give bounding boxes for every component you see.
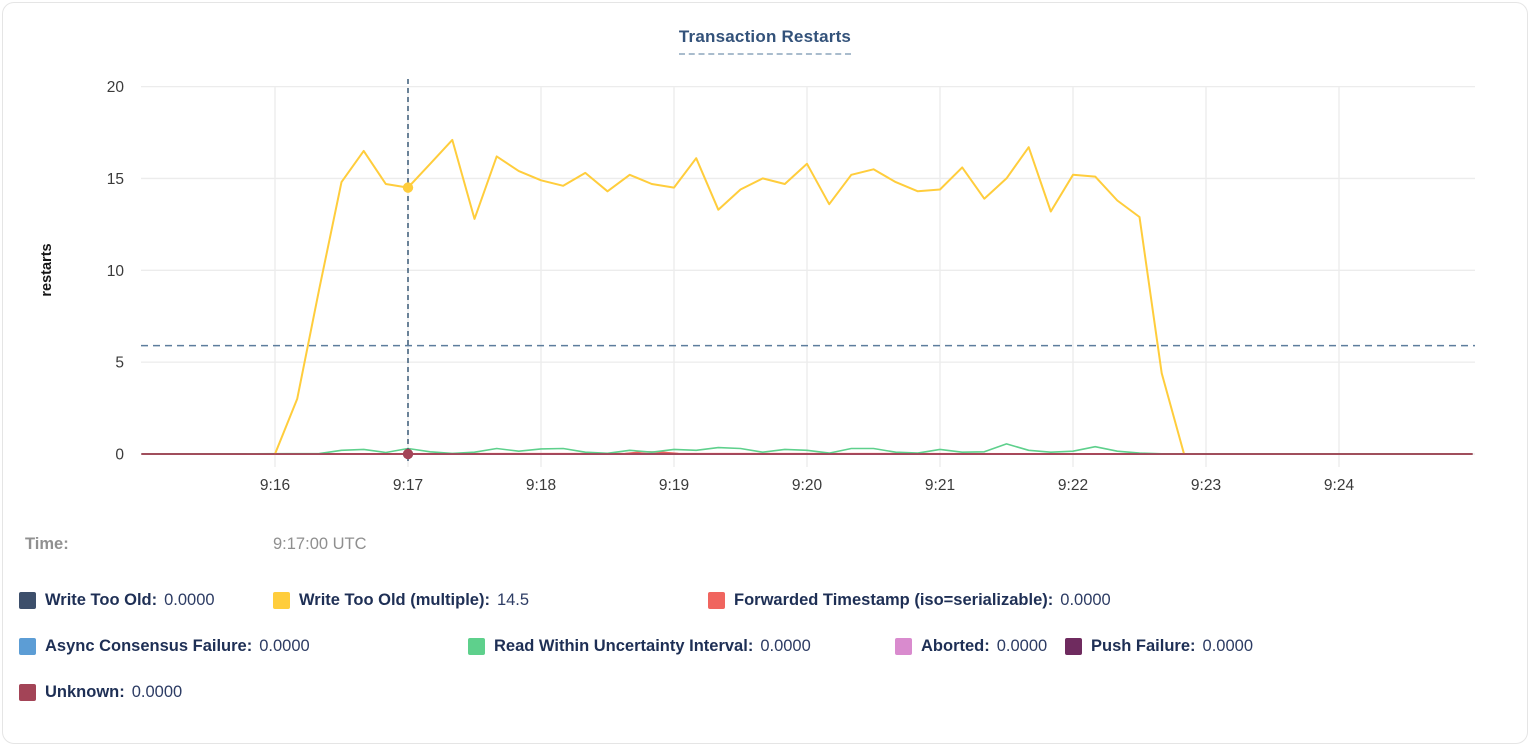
legend-label: Forwarded Timestamp (iso=serializable): [734, 591, 1054, 609]
y-tick-label: 20 [107, 79, 125, 96]
legend-item-read-within-uncertainty: Read Within Uncertainty Interval: 0.0000 [468, 637, 895, 656]
legend-item-write-too-old: Write Too Old: 0.0000 [19, 591, 273, 610]
y-tick-label: 15 [107, 171, 124, 188]
legend-item-write-too-old-multiple: Write Too Old (multiple): 14.5 [273, 591, 708, 610]
transaction-restarts-chart[interactable]: 0 5 10 15 20 9:16 9:17 9:18 9:19 9:20 9:21 9:22 9:23… [3, 3, 1528, 503]
legend-item-async-consensus-failure: Async Consensus Failure: 0.0000 [19, 637, 468, 656]
legend-swatch-async-consensus-failure [19, 638, 36, 655]
series-line-read-within-uncertainty-interval [141, 443, 1473, 455]
x-tick-label: 9:23 [1191, 477, 1221, 494]
legend-value: 14.5 [496, 591, 530, 609]
legend-value: 0.0000 [760, 637, 811, 655]
x-tick-label: 9:22 [1058, 477, 1088, 494]
legend-swatch-unknown [19, 684, 36, 701]
legend-row-1: Write Too Old: 0.0000 Write Too Old (mul… [3, 591, 1527, 610]
legend-swatch-forwarded-timestamp [708, 592, 725, 609]
legend-swatch-write-too-old-multiple [273, 592, 290, 609]
legend-value: 0.0000 [1202, 637, 1253, 655]
legend-swatch-push-failure [1065, 638, 1082, 655]
x-tick-label: 9:16 [260, 477, 290, 494]
x-tick-label: 9:17 [393, 477, 423, 494]
legend-swatch-aborted [895, 638, 912, 655]
legend-value: 0.0000 [164, 591, 215, 609]
crosshair-dot-unknown [402, 448, 414, 460]
legend-label: Unknown: [45, 683, 125, 701]
y-tick-label: 0 [115, 447, 124, 464]
time-label: Time: [25, 535, 69, 553]
crosshair-dot-write-too-old-multiple [402, 182, 414, 193]
y-axis-label: restarts [39, 243, 55, 296]
legend-swatch-write-too-old [19, 592, 36, 609]
series-line-write-too-old-multiple [274, 138, 1185, 455]
legend-value: 0.0000 [1060, 591, 1111, 609]
legend-value: 0.0000 [131, 683, 183, 701]
legend-label: Push Failure: [1091, 637, 1196, 655]
time-value: 9:17:00 UTC [273, 535, 367, 553]
legend-label: Async Consensus Failure: [45, 637, 253, 655]
x-tick-label: 9:19 [659, 477, 689, 494]
chart-title-wrap: Transaction Restarts [3, 27, 1527, 55]
x-tick-label: 9:24 [1324, 477, 1355, 494]
legend-item-push-failure: Push Failure: 0.0000 [1065, 637, 1253, 656]
legend-item-forwarded-timestamp: Forwarded Timestamp (iso=serializable): … [708, 591, 1111, 610]
legend-row-2: Async Consensus Failure: 0.0000 Read Wit… [3, 637, 1527, 656]
legend-row-3: Unknown: 0.0000 [3, 683, 1527, 702]
x-tick-label: 9:20 [792, 477, 823, 494]
y-tick-label: 5 [115, 355, 124, 372]
legend-item-aborted: Aborted: 0.0000 [895, 637, 1065, 656]
legend-label: Read Within Uncertainty Interval: [494, 637, 754, 655]
legend-value: 0.0000 [996, 637, 1048, 655]
legend-value: 0.0000 [259, 637, 310, 655]
legend-swatch-read-within-uncertainty [468, 638, 485, 655]
legend-item-unknown: Unknown: 0.0000 [19, 683, 182, 702]
legend-label: Write Too Old (multiple): [299, 591, 490, 609]
legend-label: Aborted: [921, 637, 990, 655]
hover-time-readout: Time: 9:17:00 UTC [3, 535, 1527, 554]
y-tick-label: 10 [107, 263, 125, 280]
x-tick-label: 9:21 [925, 477, 955, 494]
chart-title[interactable]: Transaction Restarts [678, 27, 852, 55]
x-tick-label: 9:18 [526, 477, 556, 494]
legend-label: Write Too Old: [45, 591, 158, 609]
